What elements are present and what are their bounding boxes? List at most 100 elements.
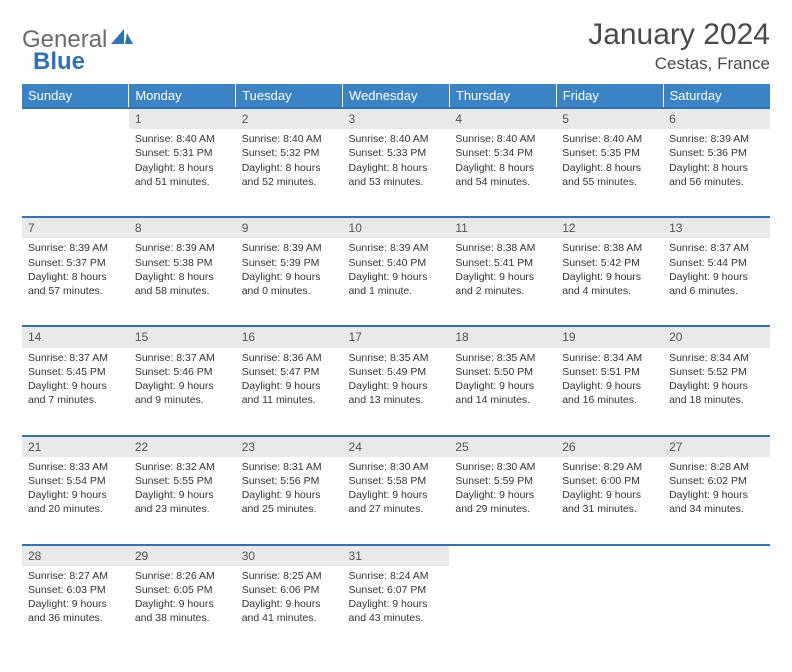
sunset-text: Sunset: 5:35 PM (562, 146, 657, 160)
day-cell: Sunrise: 8:34 AMSunset: 5:51 PMDaylight:… (556, 348, 663, 436)
sunrise-text: Sunrise: 8:24 AM (349, 569, 444, 583)
day-cell-content: Sunrise: 8:40 AMSunset: 5:33 PMDaylight:… (343, 129, 450, 195)
daylight-text: and 29 minutes. (455, 502, 550, 516)
day-cell: Sunrise: 8:29 AMSunset: 6:00 PMDaylight:… (556, 457, 663, 545)
day-number-cell: 4 (449, 108, 556, 129)
day-number-cell: 26 (556, 436, 663, 457)
daylight-text: and 34 minutes. (669, 502, 764, 516)
sunset-text: Sunset: 6:06 PM (242, 583, 337, 597)
day-cell: Sunrise: 8:36 AMSunset: 5:47 PMDaylight:… (236, 348, 343, 436)
day-cell: Sunrise: 8:35 AMSunset: 5:50 PMDaylight:… (449, 348, 556, 436)
daylight-text: Daylight: 9 hours (562, 488, 657, 502)
daylight-text: and 36 minutes. (28, 611, 123, 625)
day-cell-content: Sunrise: 8:30 AMSunset: 5:58 PMDaylight:… (343, 457, 450, 523)
day-cell-content: Sunrise: 8:39 AMSunset: 5:39 PMDaylight:… (236, 238, 343, 304)
day-cell-content: Sunrise: 8:29 AMSunset: 6:00 PMDaylight:… (556, 457, 663, 523)
weekday-header: Monday (129, 84, 236, 108)
day-cell: Sunrise: 8:34 AMSunset: 5:52 PMDaylight:… (663, 348, 770, 436)
day-number-cell: 9 (236, 217, 343, 238)
day-cell: Sunrise: 8:26 AMSunset: 6:05 PMDaylight:… (129, 566, 236, 654)
sunrise-text: Sunrise: 8:31 AM (242, 460, 337, 474)
day-cell: Sunrise: 8:31 AMSunset: 5:56 PMDaylight:… (236, 457, 343, 545)
sunrise-text: Sunrise: 8:39 AM (669, 132, 764, 146)
daylight-text: and 58 minutes. (135, 284, 230, 298)
day-cell-content: Sunrise: 8:37 AMSunset: 5:45 PMDaylight:… (22, 348, 129, 414)
logo-line2: Blue (33, 42, 85, 76)
day-number-cell: 5 (556, 108, 663, 129)
sunset-text: Sunset: 5:50 PM (455, 365, 550, 379)
day-number-cell: 10 (343, 217, 450, 238)
day-cell-content: Sunrise: 8:32 AMSunset: 5:55 PMDaylight:… (129, 457, 236, 523)
day-number-cell (449, 545, 556, 566)
day-cell: Sunrise: 8:40 AMSunset: 5:34 PMDaylight:… (449, 129, 556, 217)
day-cell-content: Sunrise: 8:25 AMSunset: 6:06 PMDaylight:… (236, 566, 343, 632)
sunrise-text: Sunrise: 8:30 AM (349, 460, 444, 474)
daylight-text: Daylight: 8 hours (455, 161, 550, 175)
day-cell (449, 566, 556, 654)
day-cell: Sunrise: 8:39 AMSunset: 5:37 PMDaylight:… (22, 238, 129, 326)
day-cell: Sunrise: 8:39 AMSunset: 5:38 PMDaylight:… (129, 238, 236, 326)
daynum-row: 123456 (22, 108, 770, 129)
day-cell: Sunrise: 8:39 AMSunset: 5:39 PMDaylight:… (236, 238, 343, 326)
daylight-text: Daylight: 9 hours (28, 379, 123, 393)
week-row: Sunrise: 8:27 AMSunset: 6:03 PM Daylight:… (22, 566, 770, 654)
sunrise-text: Sunrise: 8:35 AM (455, 351, 550, 365)
day-number-cell: 19 (556, 326, 663, 347)
daylight-text: and 51 minutes. (135, 175, 230, 189)
daylight-text: Daylight: 9 hours (242, 597, 337, 611)
sunrise-text: Sunrise: 8:40 AM (349, 132, 444, 146)
day-cell-content: Sunrise: 8:38 AMSunset: 5:41 PMDaylight:… (449, 238, 556, 304)
daylight-text: and 56 minutes. (669, 175, 764, 189)
day-number-cell: 13 (663, 217, 770, 238)
daylight-text: Daylight: 8 hours (135, 270, 230, 284)
day-cell (22, 129, 129, 217)
sunset-text: Sunset: 5:47 PM (242, 365, 337, 379)
day-number-cell: 6 (663, 108, 770, 129)
daylight-text: and 53 minutes. (349, 175, 444, 189)
day-number-cell: 12 (556, 217, 663, 238)
sunset-text: Sunset: 5:52 PM (669, 365, 764, 379)
sunrise-text: Sunrise: 8:35 AM (349, 351, 444, 365)
day-cell-content: Sunrise: 8:26 AMSunset: 6:05 PMDaylight:… (129, 566, 236, 632)
daylight-text: Daylight: 9 hours (562, 270, 657, 284)
day-cell-content: Sunrise: 8:39 AMSunset: 5:36 PMDaylight:… (663, 129, 770, 195)
sunrise-text: Sunrise: 8:37 AM (669, 241, 764, 255)
weekday-header-row: Sunday Monday Tuesday Wednesday Thursday… (22, 84, 770, 108)
daylight-text: Daylight: 9 hours (242, 270, 337, 284)
day-cell-content: Sunrise: 8:35 AMSunset: 5:50 PMDaylight:… (449, 348, 556, 414)
day-cell-content: Sunrise: 8:37 AMSunset: 5:46 PMDaylight:… (129, 348, 236, 414)
calendar-table: Sunday Monday Tuesday Wednesday Thursday… (22, 84, 770, 654)
day-cell: Sunrise: 8:38 AMSunset: 5:42 PMDaylight:… (556, 238, 663, 326)
daylight-text: Daylight: 9 hours (562, 379, 657, 393)
daylight-text: and 41 minutes. (242, 611, 337, 625)
daylight-text: Daylight: 9 hours (135, 379, 230, 393)
day-cell: Sunrise: 8:27 AMSunset: 6:03 PMDaylight:… (22, 566, 129, 654)
sunset-text: Sunset: 6:02 PM (669, 474, 764, 488)
weekday-header: Friday (556, 84, 663, 108)
day-cell: Sunrise: 8:37 AMSunset: 5:45 PMDaylight:… (22, 348, 129, 436)
daylight-text: Daylight: 8 hours (669, 161, 764, 175)
day-cell-content: Sunrise: 8:40 AMSunset: 5:32 PMDaylight:… (236, 129, 343, 195)
day-number-cell: 8 (129, 217, 236, 238)
daylight-text: Daylight: 9 hours (349, 379, 444, 393)
day-cell: Sunrise: 8:24 AMSunset: 6:07 PMDaylight:… (343, 566, 450, 654)
day-cell: Sunrise: 8:25 AMSunset: 6:06 PMDaylight:… (236, 566, 343, 654)
sunrise-text: Sunrise: 8:40 AM (562, 132, 657, 146)
day-cell: Sunrise: 8:30 AMSunset: 5:58 PMDaylight:… (343, 457, 450, 545)
day-number-cell: 16 (236, 326, 343, 347)
sunset-text: Sunset: 6:03 PM (28, 583, 123, 597)
daylight-text: and 52 minutes. (242, 175, 337, 189)
logo-sail-icon (111, 24, 133, 52)
daylight-text: Daylight: 9 hours (669, 270, 764, 284)
daylight-text: Daylight: 9 hours (455, 379, 550, 393)
daylight-text: and 13 minutes. (349, 393, 444, 407)
day-cell-content: Sunrise: 8:40 AMSunset: 5:35 PMDaylight:… (556, 129, 663, 195)
sunset-text: Sunset: 6:07 PM (349, 583, 444, 597)
sunrise-text: Sunrise: 8:27 AM (28, 569, 123, 583)
sunrise-text: Sunrise: 8:40 AM (455, 132, 550, 146)
day-cell-content: Sunrise: 8:28 AMSunset: 6:02 PMDaylight:… (663, 457, 770, 523)
sunset-text: Sunset: 5:38 PM (135, 256, 230, 270)
day-cell-content: Sunrise: 8:40 AMSunset: 5:34 PMDaylight:… (449, 129, 556, 195)
sunrise-text: Sunrise: 8:39 AM (135, 241, 230, 255)
weekday-header: Thursday (449, 84, 556, 108)
